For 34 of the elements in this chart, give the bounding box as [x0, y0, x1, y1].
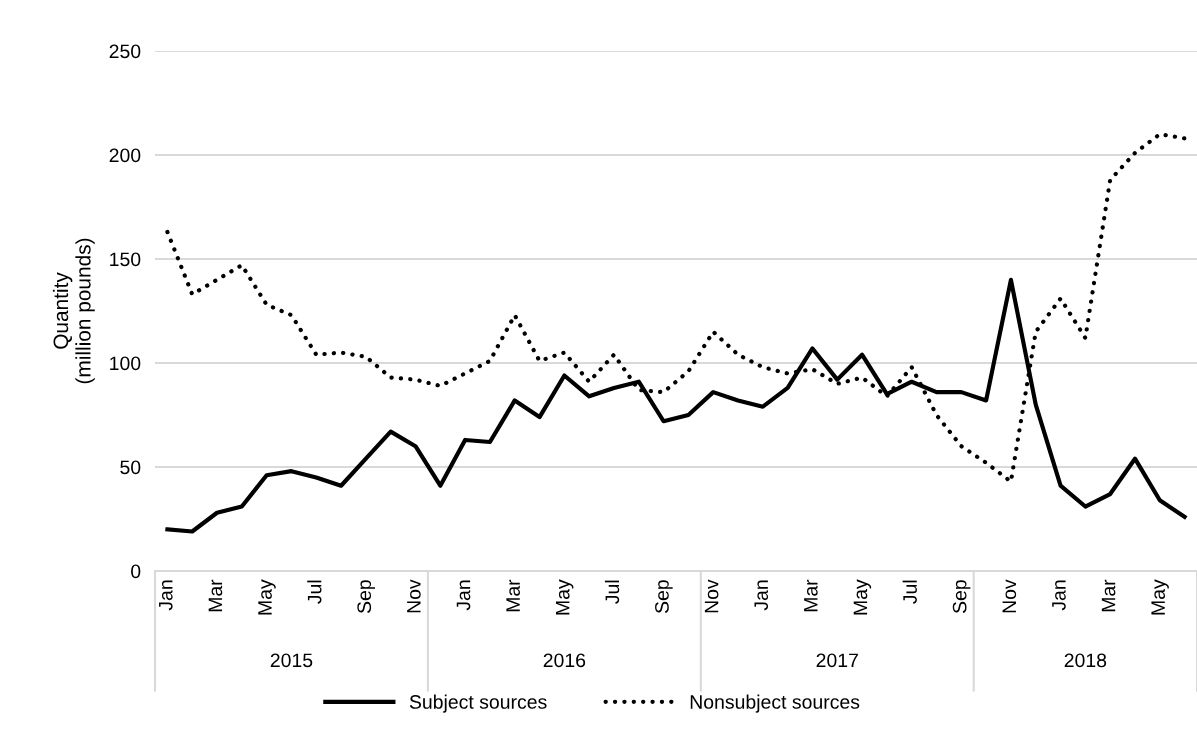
y-axis-title: Quantity (million pounds)	[52, 238, 95, 384]
x-tick-label: Mar	[506, 579, 520, 612]
x-tick-label: Mar	[1101, 579, 1116, 612]
x-tick-label: Sep	[952, 580, 971, 614]
legend-label: Nonsubject sources	[690, 694, 860, 713]
x-tick-label: Jul	[604, 580, 620, 604]
x-tick-label: Jan	[456, 580, 471, 611]
x-tick-label: Jul	[902, 580, 917, 604]
x-tick-label: Sep	[655, 580, 673, 614]
x-tick-label: Sep	[357, 580, 375, 614]
x-tick-label: Jan	[159, 580, 173, 611]
text: 2018	[1064, 653, 1107, 668]
x-tick-label: Jan	[754, 580, 769, 611]
text: 2016	[543, 653, 586, 668]
x-tick-label: Nov	[407, 579, 421, 613]
x-tick-label: Mar	[804, 579, 818, 612]
y-tick-label: 0	[131, 564, 141, 579]
legend-label: Subject sources	[409, 694, 547, 713]
x-tick-label: May	[258, 579, 276, 615]
x-tick-label: May	[1151, 579, 1169, 615]
x-tick-label: Mar	[208, 579, 223, 612]
x-tick-label: May	[853, 579, 872, 615]
y-tick-label: 50	[120, 460, 141, 475]
y-tick-label: 100	[110, 356, 141, 371]
y-tick-label: 250	[109, 44, 141, 59]
text: 2017	[816, 653, 858, 668]
x-tick-label: May	[556, 579, 574, 615]
text: 2015	[270, 653, 313, 668]
x-tick-label: Nov	[1002, 579, 1017, 613]
y-tick-label: 150	[110, 252, 141, 267]
x-tick-label: Jan	[1052, 580, 1066, 611]
x-tick-label: Nov	[704, 579, 719, 613]
y-tick-label: 200	[109, 148, 141, 163]
x-tick-label: Jul	[307, 580, 322, 604]
